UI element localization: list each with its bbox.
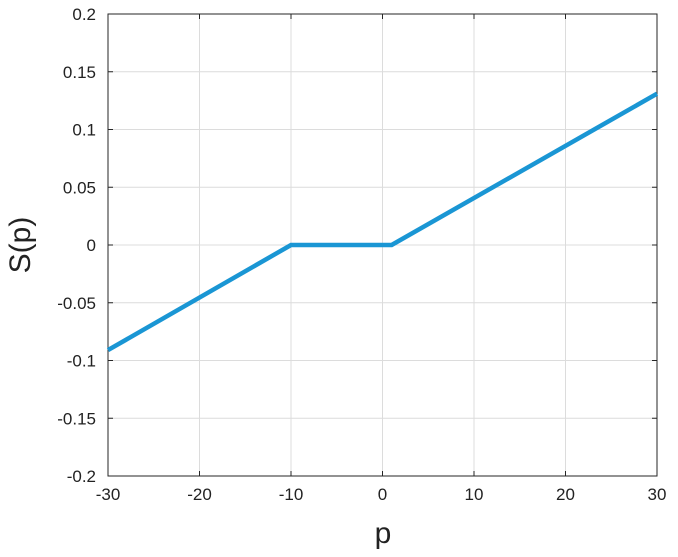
y-tick-label: 0.2 — [72, 5, 96, 24]
x-axis-label: p — [375, 517, 392, 550]
tick-labels: -30 -20 -10 0 10 20 30 -0.2 -0.15 -0.1 -0.05 0 0.05 0… — [57, 5, 666, 504]
y-tick-label: 0.05 — [63, 178, 96, 197]
grid — [107, 13, 658, 477]
x-tick-label: -30 — [96, 485, 121, 504]
series-layer — [106, 91, 659, 353]
y-tick-label: -0.15 — [57, 409, 96, 428]
y-tick-label: 0.1 — [72, 121, 96, 140]
y-tick-label: -0.2 — [67, 467, 96, 486]
series-line — [106, 91, 659, 353]
axes — [107, 13, 658, 477]
y-tick-label: -0.05 — [57, 294, 96, 313]
x-tick-label: 0 — [378, 485, 387, 504]
x-tick-label: -20 — [187, 485, 212, 504]
y-axis-label: S(p) — [4, 217, 37, 274]
x-tick-label: 30 — [648, 485, 667, 504]
y-tick-label: 0.15 — [63, 63, 96, 82]
x-tick-label: 20 — [556, 485, 575, 504]
y-tick-label: 0 — [87, 236, 96, 255]
x-tick-label: -10 — [279, 485, 304, 504]
y-tick-label: -0.1 — [67, 352, 96, 371]
x-tick-label: 10 — [465, 485, 484, 504]
